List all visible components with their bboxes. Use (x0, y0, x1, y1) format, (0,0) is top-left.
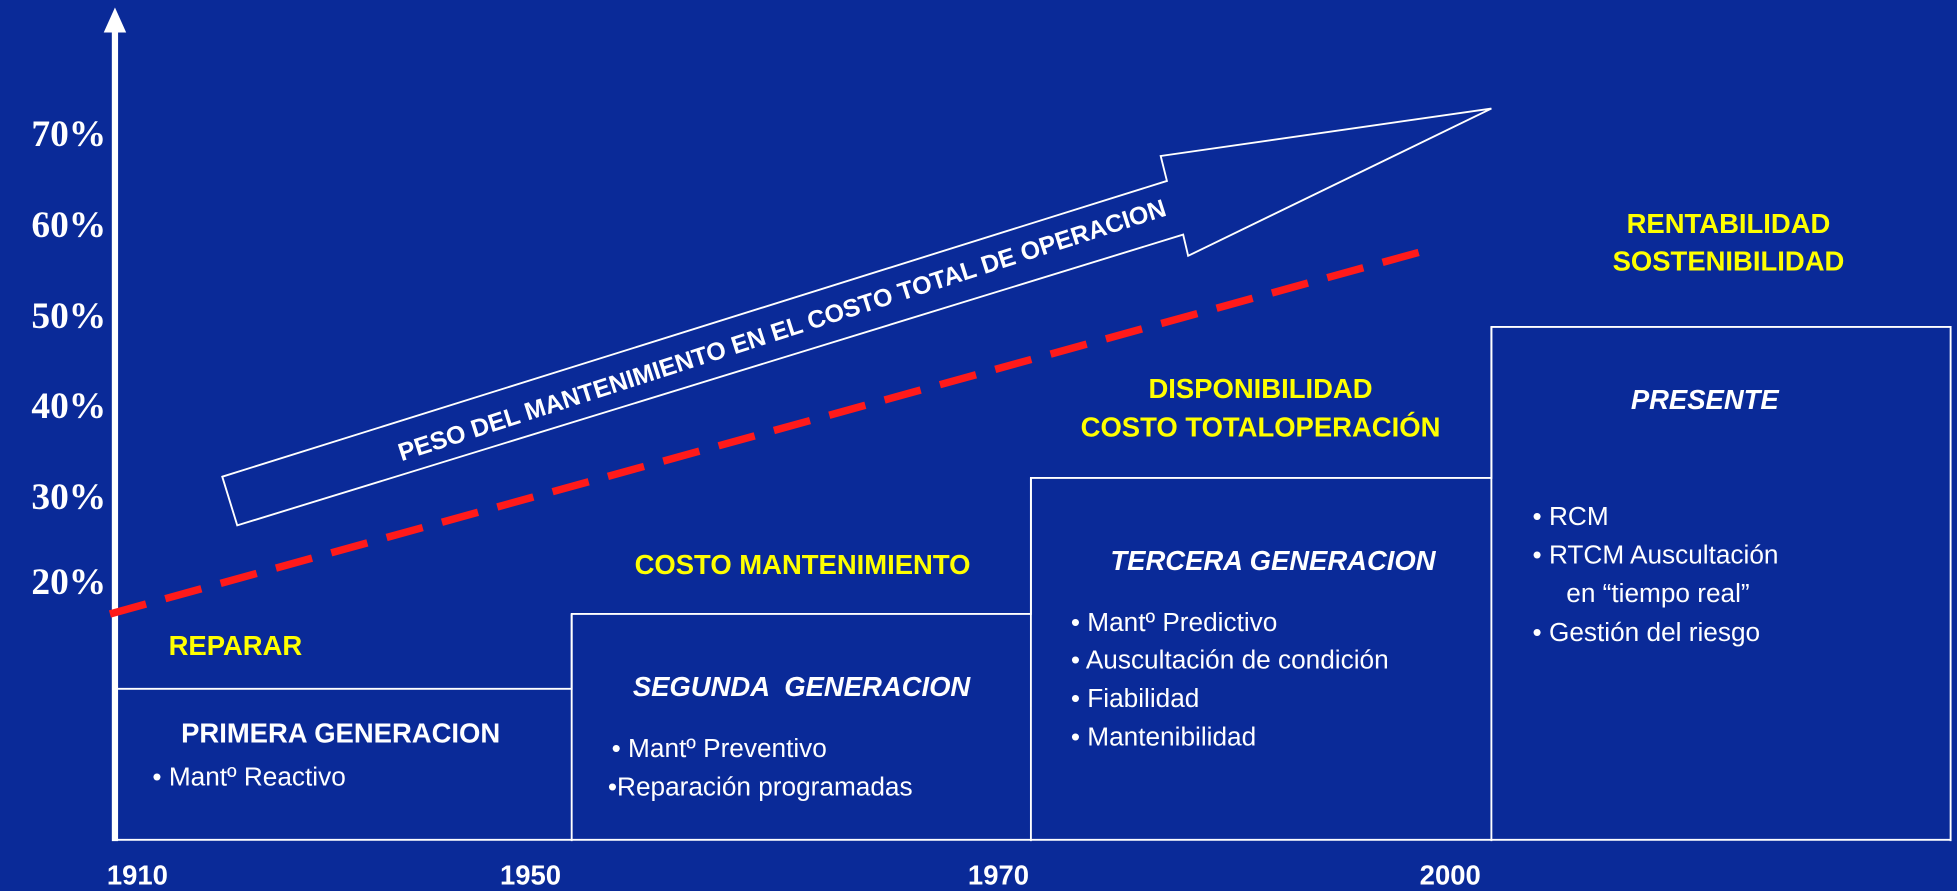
stage-item: en “tiempo real” (1566, 578, 1749, 608)
stage-item: •Reparación programadas (608, 772, 913, 802)
stage-item: • Mantº Predictivo (1071, 607, 1277, 637)
stage-item: • RTCM Auscultación (1533, 539, 1779, 569)
y-label: 40% (31, 386, 106, 427)
stage-item: • Gestión del riesgo (1533, 617, 1761, 647)
x-label: 1950 (500, 860, 561, 891)
stage-item: • Mantenibilidad (1071, 722, 1256, 752)
stage-goal: SOSTENIBILIDAD (1613, 246, 1845, 277)
stage-goal: COSTO MANTENIMIENTO (635, 549, 971, 580)
y-label: 30% (31, 477, 106, 518)
stage-item: • Mantº Reactivo (152, 762, 345, 792)
stage-title: PRIMERA GENERACION (181, 717, 500, 748)
stage-goal: RENTABILIDAD (1627, 208, 1831, 239)
stage-title: PRESENTE (1631, 384, 1780, 415)
stage-goal: COSTO TOTALOPERACIÓN (1081, 412, 1441, 443)
stage-goal: REPARAR (169, 630, 303, 661)
stage-title: SEGUNDA GENERACION (633, 671, 972, 702)
y-label: 50% (31, 296, 106, 337)
y-label: 60% (31, 205, 106, 246)
x-label: 2000 (1420, 860, 1481, 891)
x-label: 1910 (107, 860, 168, 891)
big-arrow (221, 107, 1492, 527)
y-axis-arrowhead (103, 7, 127, 33)
x-label: 1970 (968, 860, 1029, 891)
stage-item: • Auscultación de condición (1071, 644, 1389, 674)
y-label: 20% (31, 562, 106, 603)
stage-item: • RCM (1533, 501, 1609, 531)
y-label: 70% (31, 114, 106, 155)
stage-goal: DISPONIBILIDAD (1148, 373, 1372, 404)
stage-item: • Fiabilidad (1071, 683, 1200, 713)
stage-title: TERCERA GENERACION (1110, 545, 1436, 576)
stage-item: • Mantº Preventivo (612, 733, 827, 763)
